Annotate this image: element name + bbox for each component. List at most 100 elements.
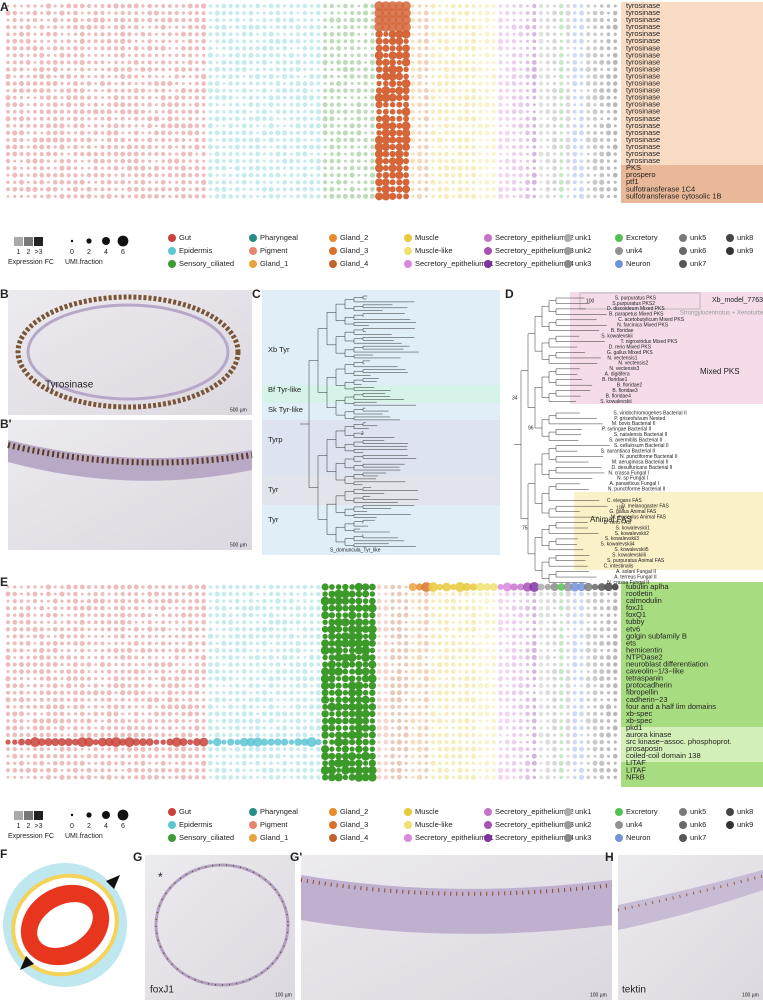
dot <box>464 144 469 150</box>
dot <box>417 711 422 716</box>
dot <box>93 39 98 44</box>
dot <box>450 88 456 93</box>
dot <box>249 4 253 8</box>
dot <box>532 81 537 86</box>
dot <box>73 655 78 660</box>
dot <box>491 144 497 150</box>
dot <box>161 585 166 589</box>
dot <box>289 180 293 184</box>
dot <box>228 641 233 646</box>
dot <box>384 747 388 751</box>
dot <box>329 158 335 164</box>
dot <box>215 4 219 8</box>
dot <box>478 18 482 22</box>
dot <box>289 761 293 765</box>
dot <box>32 158 38 164</box>
dot <box>87 634 91 638</box>
dot <box>577 582 586 592</box>
dot <box>5 676 11 682</box>
dot <box>586 46 591 51</box>
dot <box>208 683 213 688</box>
dot <box>208 11 213 15</box>
dot <box>559 166 563 170</box>
dot <box>155 103 158 107</box>
dot <box>302 676 308 682</box>
dot <box>478 159 483 164</box>
dot <box>322 187 328 192</box>
dot <box>241 137 247 143</box>
dot <box>499 705 503 709</box>
dot <box>60 187 64 191</box>
dot <box>161 592 165 596</box>
dot <box>235 74 240 79</box>
dot <box>113 599 118 604</box>
dot <box>188 747 192 751</box>
dot <box>457 718 463 724</box>
dot <box>26 194 30 198</box>
dot <box>492 592 496 596</box>
dot <box>545 655 551 660</box>
dot <box>363 102 368 107</box>
dot <box>296 116 301 121</box>
dot <box>355 689 363 697</box>
dot <box>330 60 334 65</box>
dot <box>222 733 226 737</box>
dot <box>586 733 590 737</box>
dot <box>471 705 476 709</box>
dot <box>444 32 449 37</box>
dot <box>612 683 618 689</box>
dot <box>323 158 328 164</box>
dot <box>390 753 395 759</box>
dot <box>573 627 577 631</box>
dot <box>296 747 300 751</box>
dot <box>485 46 489 51</box>
dot <box>79 24 85 30</box>
dot <box>336 25 341 30</box>
dot <box>444 726 449 730</box>
dot <box>383 676 388 681</box>
dot <box>445 53 449 57</box>
dot <box>167 711 173 717</box>
dot <box>586 173 590 177</box>
dot <box>289 158 294 164</box>
dot <box>539 641 543 646</box>
dot <box>66 669 72 674</box>
dot <box>269 606 273 610</box>
dot <box>491 733 496 738</box>
dot <box>32 18 38 23</box>
dot <box>202 53 206 57</box>
dot <box>241 123 247 129</box>
dot <box>471 662 476 667</box>
dot <box>424 725 429 731</box>
dot <box>46 173 51 178</box>
dot <box>79 123 85 129</box>
dot <box>518 53 523 58</box>
dot <box>458 613 462 617</box>
dot <box>585 633 591 639</box>
dot <box>242 11 247 15</box>
dot <box>167 158 173 164</box>
dot <box>613 67 618 72</box>
dot <box>334 758 344 768</box>
dot <box>492 96 496 100</box>
dot <box>309 158 314 164</box>
dot <box>255 95 260 100</box>
dot <box>417 662 422 667</box>
dot <box>121 131 125 135</box>
dot <box>579 711 584 717</box>
dot <box>599 74 604 79</box>
dot <box>214 711 220 717</box>
dot <box>586 613 591 618</box>
dot <box>613 39 618 44</box>
dot <box>369 186 375 192</box>
dot <box>593 4 597 8</box>
dot <box>519 46 523 50</box>
dot <box>464 669 469 674</box>
dot <box>120 158 126 164</box>
dot <box>153 746 159 752</box>
dot <box>73 683 78 688</box>
dot <box>114 698 118 702</box>
dot <box>80 11 84 15</box>
dot <box>417 144 422 150</box>
dot <box>73 605 78 611</box>
